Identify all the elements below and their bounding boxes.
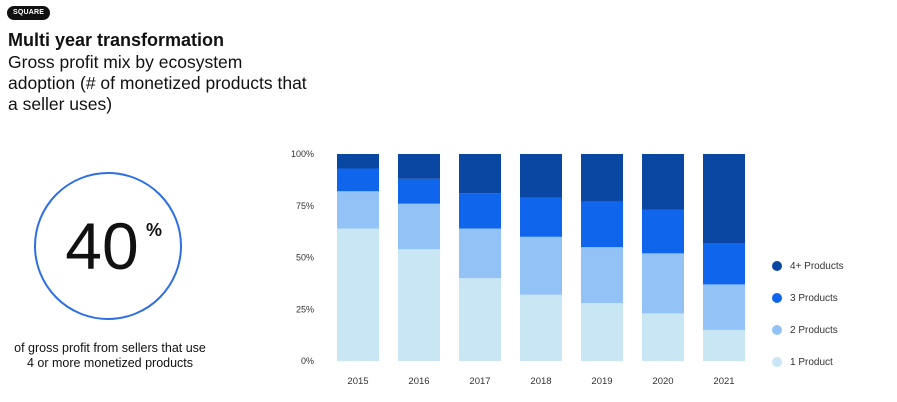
- bar-segment: [337, 168, 379, 192]
- bar-segment: [581, 154, 623, 202]
- bar-segment: [398, 249, 440, 361]
- legend-item: 1 Product: [772, 346, 844, 378]
- chart-legend: 4+ Products 3 Products 2 Products 1 Product: [772, 250, 844, 378]
- page-title: Multi year transformation: [8, 30, 225, 50]
- x-tick-label: 2021: [713, 376, 734, 387]
- legend-label: 2 Products: [790, 324, 838, 336]
- bar-segment: [642, 253, 684, 314]
- legend-item: 4+ Products: [772, 250, 844, 282]
- legend-swatch: [772, 293, 782, 303]
- bar-segment: [703, 243, 745, 285]
- bar-segment: [520, 197, 562, 237]
- x-tick-label: 2020: [652, 376, 673, 387]
- y-tick-label: 50%: [296, 253, 314, 263]
- x-tick-label: 2015: [347, 376, 368, 387]
- bar-segment: [337, 154, 379, 169]
- bar-segment: [642, 313, 684, 361]
- bar-segment: [337, 228, 379, 361]
- stat-caption: of gross profit from sellers that use 4 …: [14, 341, 206, 370]
- legend-label: 4+ Products: [790, 260, 844, 272]
- stacked-bar-chart: 0% 25% 50% 75% 100% 2015 2016 2017 2018 2019 2020 2…: [291, 149, 745, 387]
- legend-item: 2 Products: [772, 314, 844, 346]
- brand-badge: SQUARE: [7, 6, 51, 20]
- bar-segment: [642, 154, 684, 210]
- bar-segment: [520, 294, 562, 361]
- x-tick-label: 2017: [469, 376, 490, 387]
- x-tick-label: 2018: [530, 376, 551, 387]
- legend-item: 3 Products: [772, 282, 844, 314]
- page-subtitle: Gross profit mix by ecosystem adoption (…: [8, 52, 307, 114]
- x-tick-label: 2019: [591, 376, 612, 387]
- legend-swatch: [772, 325, 782, 335]
- bar-segment: [337, 191, 379, 229]
- legend-label: 1 Product: [790, 356, 833, 368]
- y-tick-label: 0%: [301, 356, 314, 366]
- bar-segment: [520, 154, 562, 198]
- x-tick-label: 2016: [408, 376, 429, 387]
- stat-unit: %: [146, 220, 163, 240]
- bar-segment: [581, 201, 623, 248]
- bar-segment: [459, 278, 501, 361]
- bar-segment: [581, 303, 623, 361]
- bar-segment: [398, 178, 440, 204]
- stat-value: 40: [65, 209, 139, 283]
- bar-segment: [703, 154, 745, 244]
- bar-segment: [459, 193, 501, 229]
- bar-segment: [581, 247, 623, 304]
- bar-segment: [703, 329, 745, 361]
- bar-segment: [459, 154, 501, 194]
- y-tick-label: 100%: [291, 149, 314, 159]
- legend-label: 3 Products: [790, 292, 838, 304]
- legend-swatch: [772, 261, 782, 271]
- y-tick-label: 25%: [296, 304, 314, 314]
- legend-swatch: [772, 357, 782, 367]
- bar-segment: [520, 236, 562, 295]
- bar-segment: [642, 209, 684, 254]
- y-tick-label: 75%: [296, 201, 314, 211]
- bar-segment: [459, 228, 501, 279]
- stat-circle: 40 %: [34, 172, 182, 320]
- bar-segment: [398, 203, 440, 250]
- bar-segment: [398, 154, 440, 179]
- bar-segment: [703, 284, 745, 330]
